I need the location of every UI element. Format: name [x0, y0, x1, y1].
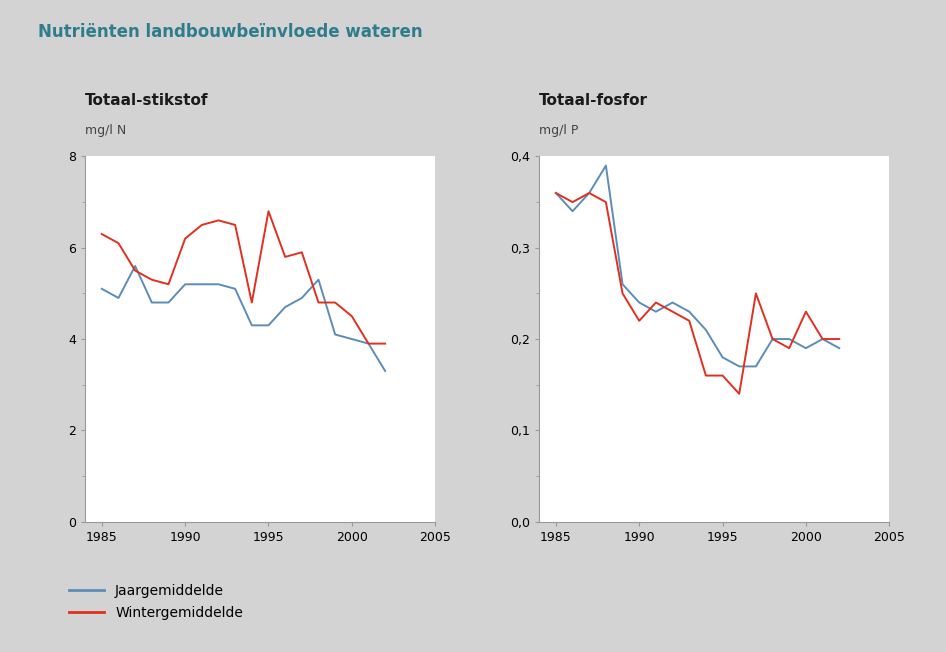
- Legend: Jaargemiddelde, Wintergemiddelde: Jaargemiddelde, Wintergemiddelde: [63, 578, 249, 625]
- Text: Totaal-fosfor: Totaal-fosfor: [539, 93, 648, 108]
- Text: mg/l P: mg/l P: [539, 124, 579, 137]
- Text: Totaal-stikstof: Totaal-stikstof: [85, 93, 209, 108]
- Text: mg/l N: mg/l N: [85, 124, 127, 137]
- Text: Nutriënten landbouwbeïnvloede wateren: Nutriënten landbouwbeïnvloede wateren: [38, 23, 423, 41]
